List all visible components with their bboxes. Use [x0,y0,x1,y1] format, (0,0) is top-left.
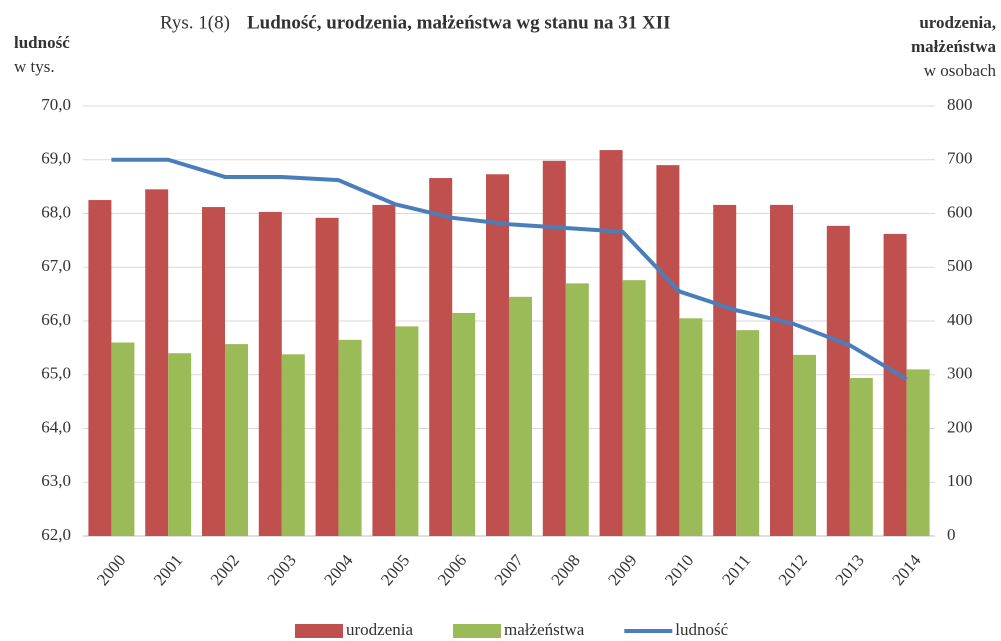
legend-swatch [295,624,343,638]
y2-tick-label: 700 [947,149,973,168]
line [111,157,908,381]
bar [88,200,112,536]
bar [111,342,135,536]
bar [168,353,192,536]
y2-axis-label: urodzenia, [919,13,996,32]
bar [883,233,907,537]
y2-tick-label: 400 [947,310,973,329]
bar [145,189,169,536]
y2-tick-label: 500 [947,256,973,275]
x-tick-label: 2002 [207,551,243,589]
x-tick-label: 2000 [93,551,129,589]
bar [338,339,362,536]
y-tick-label: 70,0 [41,95,71,114]
bar [736,330,760,536]
bar [486,174,509,536]
y-tick-label: 65,0 [41,364,71,383]
bar [656,165,680,536]
x-tick-label: 2013 [831,551,867,589]
bar [770,204,793,536]
x-tick-label: 2007 [491,550,528,589]
bar [225,344,248,536]
legend-label: małżeństwa [504,620,585,639]
x-tick-label: 2011 [718,551,754,589]
y-tick-label: 63,0 [41,471,71,490]
bar [713,204,737,536]
y2-tick-label: 800 [947,95,973,114]
legend-label: urodzenia [346,620,413,639]
y2-axis-label: małżeństwa [911,37,996,56]
legend-swatch [453,624,502,638]
y2-tick-label: 300 [947,364,973,383]
bar [906,369,930,536]
x-tick-label: 2003 [263,551,299,589]
x-tick-label: 2008 [547,551,583,589]
x-tick-label: 2004 [320,550,357,589]
bar [826,225,850,537]
x-tick-label: 2001 [150,551,186,589]
bar [429,178,453,536]
bar [622,280,646,536]
bar [849,377,873,536]
bar [281,354,305,536]
y-tick-label: 62,0 [41,525,71,544]
y2-tick-label: 600 [947,202,973,221]
bar [452,312,476,536]
x-tick-label: 2006 [434,551,470,589]
bar [315,217,339,537]
y-tick-label: 64,0 [41,417,71,436]
bar [599,150,623,536]
y-tick-label: 68,0 [41,202,71,221]
y-tick-label: 66,0 [41,310,71,329]
title-prefix: Rys. 1(8) [160,12,230,33]
y2-tick-label: 0 [947,525,956,544]
bar [679,318,703,536]
y2-tick-label: 200 [947,417,973,436]
legend-label: ludność [675,620,728,639]
bar [565,283,589,536]
y-tick-label: 69,0 [41,149,71,168]
bar [202,207,225,537]
y-tick-label: 67,0 [41,256,71,275]
x-tick-label: 2014 [888,550,925,589]
x-tick-label: 2010 [661,551,697,589]
y-axis-unit: w tys. [14,57,55,76]
bar [509,296,532,536]
x-tick-label: 2005 [377,551,413,589]
y-axis-label: ludność [14,33,70,52]
bar [395,326,419,536]
x-tick-label: 2009 [604,551,640,589]
bar [542,160,566,536]
y2-tick-label: 100 [947,471,973,490]
chart-title: Ludność, urodzenia, małżeństwa wg stanu … [247,12,671,33]
bar [372,204,396,536]
bar [793,354,816,536]
bar [258,211,282,536]
y2-axis-unit: w osobach [924,61,997,80]
x-tick-label: 2012 [775,551,811,589]
